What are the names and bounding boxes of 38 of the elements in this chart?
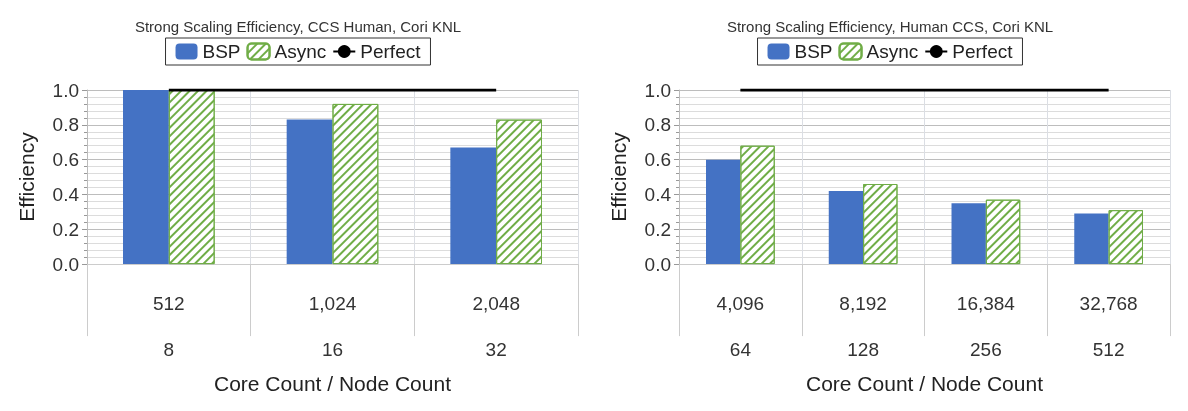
y-tick-label: 0.2 <box>52 218 79 240</box>
y-tick-label: 0.2 <box>644 218 671 240</box>
y-tick-label: 0.8 <box>644 114 671 136</box>
x-axis-title: Core Count / Node Count <box>806 372 1044 395</box>
bar <box>706 159 741 265</box>
bar <box>450 147 497 265</box>
bar <box>951 203 986 265</box>
legend-label: BSP <box>794 41 833 62</box>
chart-title: Strong Scaling Efficiency, CCS Human, Cori KNL <box>134 18 462 35</box>
bar <box>1074 213 1109 265</box>
category-label: 16,384 256 <box>956 292 1015 360</box>
legend-label: Async <box>866 41 919 62</box>
x-axis-title: Core Count / Node Count <box>214 372 452 395</box>
y-tick-label: 0.0 <box>644 253 671 275</box>
y-tick-label: 0.4 <box>52 183 80 205</box>
bar <box>286 119 333 265</box>
y-axis-title: Efficiency <box>15 131 38 222</box>
bar <box>123 90 169 265</box>
legend-label: BSP <box>202 41 241 62</box>
y-tick-label: 1.0 <box>52 79 79 101</box>
category-label: 1,024 16 <box>308 292 357 360</box>
y-tick-label: 0.0 <box>52 253 79 275</box>
y-tick-label: 0.4 <box>644 183 672 205</box>
category-label: 512 8 <box>152 292 185 360</box>
category-label: 8,192 128 <box>839 292 887 360</box>
y-tick-label: 0.6 <box>644 149 671 171</box>
bar <box>828 190 864 265</box>
legend-label: Perfect <box>952 41 1014 62</box>
category-label: 2,048 32 <box>472 292 520 360</box>
y-tick-label: 1.0 <box>644 79 671 101</box>
y-tick-label: 0.8 <box>52 114 79 136</box>
legend-label: Async <box>274 41 327 62</box>
y-tick-label: 0.6 <box>52 149 79 171</box>
y-axis-title: Efficiency <box>607 131 630 222</box>
category-label: 4,096 64 <box>716 292 765 360</box>
chart-title: Strong Scaling Efficiency, Human CCS, Cori KNL <box>726 18 1054 35</box>
category-label: 32,768 512 <box>1079 292 1138 360</box>
legend-label: Perfect <box>360 41 422 62</box>
